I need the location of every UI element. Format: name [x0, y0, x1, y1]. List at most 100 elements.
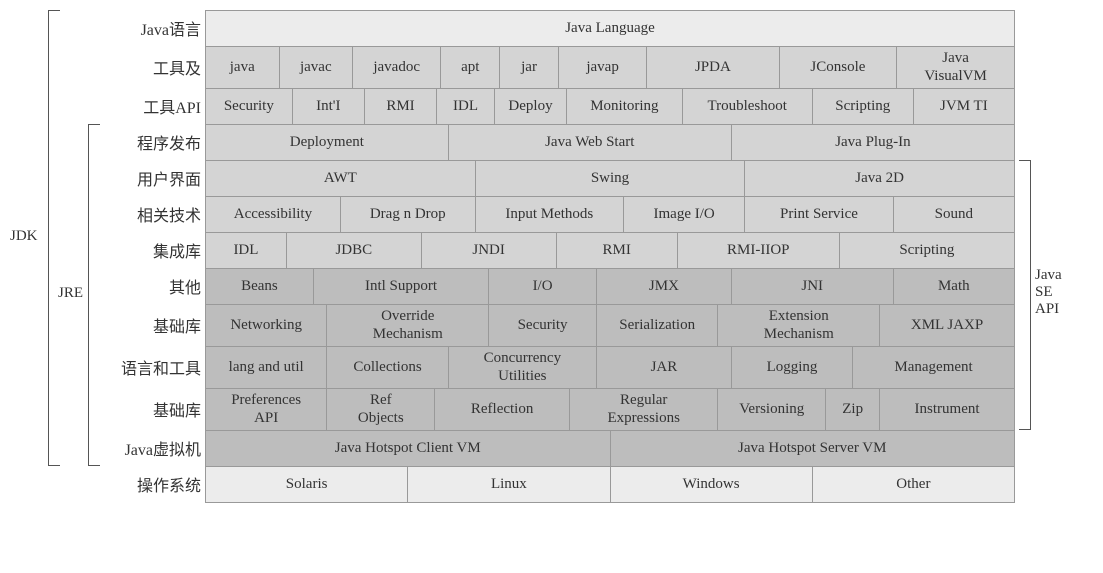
row-label: 工具API	[91, 88, 201, 124]
cell: Windows	[611, 467, 813, 503]
cell: Management	[853, 347, 1015, 389]
cell: Deployment	[206, 125, 449, 161]
row-label: 相关技术	[91, 196, 201, 232]
grid-row: Java Language	[206, 11, 1015, 47]
cell: Other	[813, 467, 1015, 503]
bracket-jdk	[48, 10, 60, 466]
cell: Scripting	[840, 233, 1015, 269]
row-label: 其他	[91, 268, 201, 304]
grid-row: lang and utilCollectionsConcurrencyUtili…	[206, 347, 1015, 389]
cell: Java 2D	[745, 161, 1015, 197]
grid-row: SolarisLinuxWindowsOther	[206, 467, 1015, 503]
java-architecture-diagram: JDK JRE JavaSEAPI Java语言工具及工具API程序发布用户界面…	[10, 10, 1093, 563]
bracket-seapi	[1019, 160, 1031, 430]
grid-row: IDLJDBCJNDIRMIRMI-IIOPScripting	[206, 233, 1015, 269]
cell: JPDA	[647, 47, 779, 89]
cell: Swing	[476, 161, 746, 197]
bracket-jre-label: JRE	[58, 285, 83, 302]
grid: Java Languagejavajavacjavadocaptjarjavap…	[205, 10, 1015, 503]
row-label: Java语言	[91, 10, 201, 46]
cell: XML JAXP	[880, 305, 1015, 347]
row-label: 基础库	[91, 304, 201, 346]
cell: Sound	[894, 197, 1015, 233]
cell: Collections	[327, 347, 448, 389]
cell: Beans	[206, 269, 314, 305]
cell: Networking	[206, 305, 327, 347]
cell: Int'I	[293, 89, 365, 125]
cell: Zip	[826, 389, 880, 431]
cell: java	[206, 47, 280, 89]
cell: Accessibility	[206, 197, 341, 233]
cell: Security	[489, 305, 597, 347]
cell: Java Web Start	[449, 125, 732, 161]
cell: Monitoring	[567, 89, 683, 125]
bracket-seapi-label: JavaSEAPI	[1035, 267, 1062, 318]
cell: Java Hotspot Server VM	[611, 431, 1016, 467]
grid-row: AccessibilityDrag n DropInput MethodsIma…	[206, 197, 1015, 233]
cell: IDL	[437, 89, 495, 125]
cell: JNI	[732, 269, 894, 305]
cell: OverrideMechanism	[327, 305, 489, 347]
cell: IDL	[206, 233, 287, 269]
cell: javac	[280, 47, 354, 89]
cell: Scripting	[813, 89, 914, 125]
grid-row: SecurityInt'IRMIIDLDeployMonitoringTroub…	[206, 89, 1015, 125]
cell: Image I/O	[624, 197, 745, 233]
row-label: 集成库	[91, 232, 201, 268]
cell: Serialization	[597, 305, 718, 347]
grid-row: javajavacjavadocaptjarjavapJPDAJConsoleJ…	[206, 47, 1015, 89]
cell: jar	[500, 47, 559, 89]
cell: Print Service	[745, 197, 893, 233]
cell: Deploy	[495, 89, 567, 125]
cell: AWT	[206, 161, 476, 197]
cell: Troubleshoot	[683, 89, 813, 125]
cell: Java Language	[206, 11, 1015, 47]
cell: RefObjects	[327, 389, 435, 431]
cell: RegularExpressions	[570, 389, 718, 431]
row-label: 操作系统	[91, 466, 201, 502]
cell: Versioning	[718, 389, 826, 431]
cell: I/O	[489, 269, 597, 305]
row-label: 用户界面	[91, 160, 201, 196]
cell: Logging	[732, 347, 853, 389]
bracket-jdk-label: JDK	[10, 228, 38, 245]
cell: JMX	[597, 269, 732, 305]
cell: RMI-IIOP	[678, 233, 840, 269]
cell: JNDI	[422, 233, 557, 269]
grid-row: AWTSwingJava 2D	[206, 161, 1015, 197]
cell: Security	[206, 89, 293, 125]
cell: JConsole	[780, 47, 898, 89]
grid-row: DeploymentJava Web StartJava Plug-In	[206, 125, 1015, 161]
cell: Linux	[408, 467, 610, 503]
cell: Math	[894, 269, 1015, 305]
cell: Reflection	[435, 389, 570, 431]
grid-row: Java Hotspot Client VMJava Hotspot Serve…	[206, 431, 1015, 467]
row-label: 程序发布	[91, 124, 201, 160]
cell: ExtensionMechanism	[718, 305, 880, 347]
cell: Instrument	[880, 389, 1015, 431]
grid-row: PreferencesAPIRefObjectsReflectionRegula…	[206, 389, 1015, 431]
cell: ConcurrencyUtilities	[449, 347, 597, 389]
cell: JavaVisualVM	[897, 47, 1015, 89]
cell: Java Plug-In	[732, 125, 1015, 161]
cell: JVM TI	[914, 89, 1015, 125]
cell: RMI	[365, 89, 437, 125]
cell: Solaris	[206, 467, 408, 503]
grid-row: BeansIntl SupportI/OJMXJNIMath	[206, 269, 1015, 305]
row-label: 基础库	[91, 388, 201, 430]
cell: Java Hotspot Client VM	[206, 431, 611, 467]
cell: JAR	[597, 347, 732, 389]
row-label: 语言和工具	[91, 346, 201, 388]
cell: Intl Support	[314, 269, 489, 305]
grid-row: NetworkingOverrideMechanismSecuritySeria…	[206, 305, 1015, 347]
cell: lang and util	[206, 347, 327, 389]
row-label: Java虚拟机	[91, 430, 201, 466]
cell: javadoc	[353, 47, 441, 89]
row-label: 工具及	[91, 46, 201, 88]
cell: Drag n Drop	[341, 197, 476, 233]
cell: PreferencesAPI	[206, 389, 327, 431]
cell: JDBC	[287, 233, 422, 269]
cell: apt	[441, 47, 500, 89]
cell: RMI	[557, 233, 678, 269]
cell: Input Methods	[476, 197, 624, 233]
